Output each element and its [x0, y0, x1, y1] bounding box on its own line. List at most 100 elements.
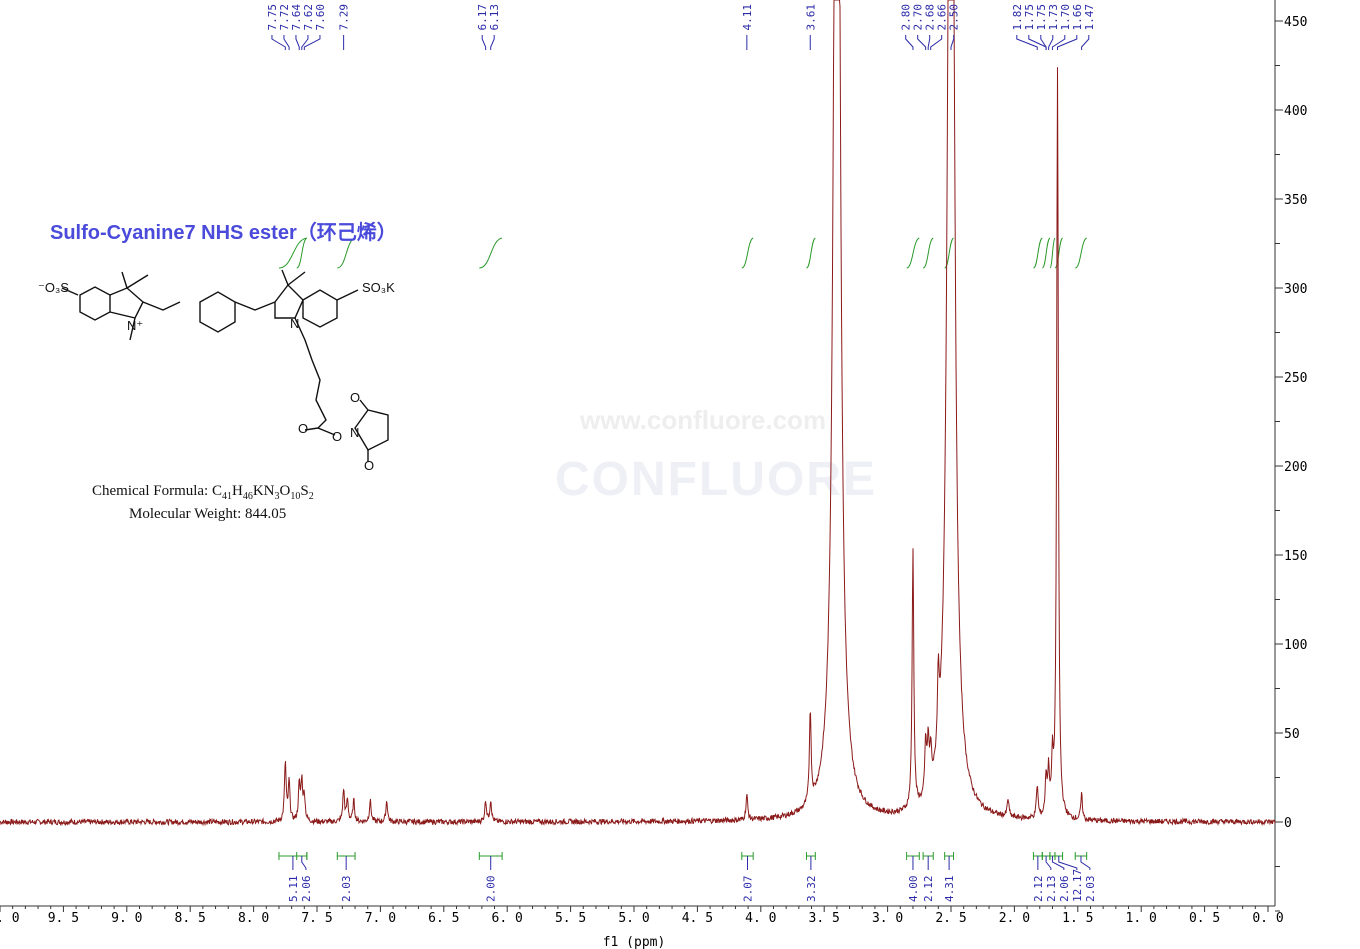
peak-label: 2.80	[900, 4, 913, 31]
y-tick-label: 50	[1284, 727, 1300, 742]
integral-connector	[1045, 856, 1052, 870]
svg-text:N⁺: N⁺	[127, 318, 143, 333]
y-tick-label: 400	[1284, 104, 1307, 119]
peak-connector	[301, 35, 309, 50]
x-tick-label: 0. 5	[1189, 911, 1220, 926]
formula-label: Chemical Formula:	[92, 483, 212, 499]
peak-label: 2.50	[948, 4, 961, 31]
peak-connector	[1081, 35, 1090, 50]
x-tick-label: 7. 5	[301, 911, 332, 926]
peak-label: 1.47	[1083, 4, 1096, 31]
integral-value: 2.06	[1058, 876, 1071, 903]
peak-label: 1.75	[1035, 4, 1048, 31]
integral-value: 2.00	[485, 876, 498, 903]
y-tick-label: 200	[1284, 460, 1307, 475]
integral-curve	[1041, 237, 1051, 269]
peak-label: 6.13	[488, 4, 501, 31]
x-tick-label: 8. 5	[175, 911, 206, 926]
peak-label: 6.17	[476, 4, 489, 31]
peak-connector	[1040, 35, 1047, 50]
y-tick-label: 350	[1284, 193, 1307, 208]
x-tick-label: 5. 0	[618, 911, 649, 926]
spectrum-line	[0, 0, 1276, 827]
integral-curve	[741, 237, 754, 269]
peak-label: 1.70	[1059, 4, 1072, 31]
peak-connector	[1016, 35, 1038, 50]
x-tick-label: 8. 0	[238, 911, 269, 926]
peak-label: 1.75	[1023, 4, 1036, 31]
y-tick-label: 0	[1284, 816, 1292, 831]
compound-name: Sulfo-Cyanine7 NHS ester（环己烯）	[50, 222, 397, 244]
integral-value: 5.11	[287, 876, 300, 903]
peak-connector	[303, 35, 321, 50]
x-tick-label: 10. 0	[0, 911, 20, 926]
molecular-weight: Molecular Weight: 844.05	[129, 506, 286, 523]
integral-curve	[1032, 237, 1043, 269]
peak-connector	[930, 35, 943, 50]
peak-label: 1.73	[1047, 4, 1060, 31]
svg-text:O: O	[332, 429, 342, 444]
peak-label: 7.62	[302, 4, 315, 31]
y-tick-label: 150	[1284, 549, 1307, 564]
peak-connector	[1057, 35, 1078, 50]
peak-connector	[1051, 35, 1066, 50]
integral-value: 2.03	[340, 876, 353, 903]
chemical-formula: Chemical Formula: C41H46KN3O10S2	[92, 483, 314, 502]
peak-connector	[481, 35, 487, 50]
watermark: www.confluore.com	[580, 405, 827, 435]
peak-connector	[283, 35, 290, 50]
integral-value: 3.32	[805, 876, 818, 903]
x-axis-label: f1 (ppm)	[603, 935, 666, 949]
integral-value: 4.00	[907, 876, 920, 903]
integral-value: 2.07	[741, 876, 754, 903]
peak-connector	[927, 35, 931, 50]
mw-label: Molecular Weight:	[129, 506, 245, 522]
integral-curve	[922, 237, 934, 269]
integral-connector	[301, 856, 307, 870]
integral-curve	[337, 237, 356, 269]
x-tick-label: 5. 5	[555, 911, 586, 926]
x-tick-label: 1. 0	[1126, 911, 1157, 926]
x-tick-label: 6. 0	[492, 911, 523, 926]
x-tick-label: 9. 0	[111, 911, 142, 926]
svg-text:SO₃K: SO₃K	[362, 280, 395, 295]
peak-connector	[295, 35, 300, 50]
integral-curve	[1054, 237, 1063, 269]
peak-label: 7.72	[278, 4, 291, 31]
x-tick-label: 2. 0	[999, 911, 1030, 926]
y-tick-label: 450	[1284, 15, 1307, 30]
integral-curve	[906, 237, 920, 269]
integral-curve	[1075, 237, 1088, 269]
integral-connector	[1080, 856, 1091, 870]
peak-label: 2.68	[924, 4, 937, 31]
peak-label: 7.75	[266, 4, 279, 31]
integral-curve	[805, 237, 816, 269]
x-tick-label: 0. 0	[1252, 911, 1283, 926]
integral-value: 4.31	[943, 876, 956, 903]
x-tick-label: 3. 0	[872, 911, 903, 926]
peak-label: 3.61	[804, 4, 817, 31]
peak-connector	[905, 35, 914, 50]
x-tick-label: 1. 5	[1062, 911, 1093, 926]
y-tick-label: 300	[1284, 282, 1307, 297]
integral-value: 12.17	[1071, 869, 1084, 902]
peak-connector	[917, 35, 927, 50]
x-tick-label: 2. 5	[935, 911, 966, 926]
integral-curve	[278, 237, 308, 269]
svg-text:⁻O₃S: ⁻O₃S	[38, 280, 69, 295]
x-tick-label: 3. 5	[809, 911, 840, 926]
peak-label: 2.70	[912, 4, 925, 31]
peak-label: 2.66	[936, 4, 949, 31]
peak-label: 7.64	[290, 4, 303, 31]
peak-label: 1.82	[1011, 4, 1024, 31]
peak-label: 7.60	[314, 4, 327, 31]
peak-label: 4.11	[741, 4, 754, 31]
svg-text:O: O	[298, 421, 308, 436]
integral-connector	[1051, 856, 1065, 870]
formula-value: C41H46KN3O10S2	[211, 483, 314, 502]
svg-text:N: N	[350, 425, 359, 440]
chemical-structure	[61, 269, 389, 462]
mw-value: 844.05	[245, 506, 287, 522]
integral-value: 2.03	[1084, 876, 1097, 903]
